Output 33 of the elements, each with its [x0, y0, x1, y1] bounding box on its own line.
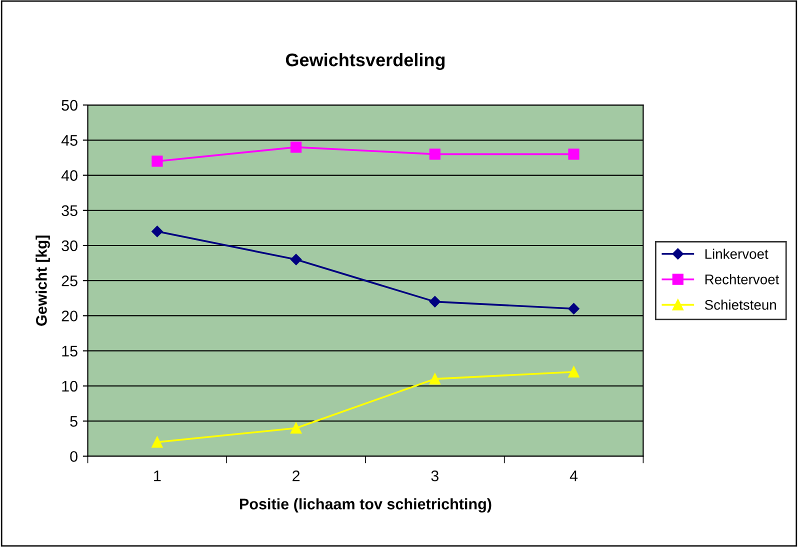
point: [568, 148, 580, 160]
point: [152, 156, 163, 167]
x-tick-label: 2: [292, 470, 300, 482]
point: [290, 422, 302, 434]
y-tick-label: 35: [62, 205, 78, 216]
x-tick-label: 3: [431, 470, 438, 482]
point: [568, 303, 580, 314]
y-tick-label: 30: [62, 240, 78, 252]
point: [429, 296, 441, 308]
point: [152, 436, 163, 448]
point: [290, 254, 302, 266]
chart-title: Gewichtsverdeling: [286, 53, 445, 70]
y-tick-label: 10: [62, 380, 78, 392]
x-axis-title: Positie (lichaam tov schietrichting): [240, 498, 492, 513]
point: [429, 373, 440, 384]
y-tick-label: 15: [62, 346, 78, 357]
point: [429, 148, 440, 160]
y-tick-label: 25: [62, 275, 78, 286]
y-axis-title: Gewicht [kg]: [36, 236, 50, 326]
legend-label: Rechtervoet: [705, 274, 780, 284]
point: [568, 366, 580, 378]
x-tick-label: 4: [570, 470, 578, 482]
point: [152, 226, 163, 238]
legend-label: Linkervoet: [705, 248, 768, 259]
y-tick-label: 50: [62, 100, 78, 111]
y-tick-label: 0: [70, 451, 78, 462]
legend-label: Schietsteun: [704, 300, 776, 310]
y-tick-label: 20: [62, 310, 78, 322]
y-tick-label: 5: [70, 416, 78, 427]
y-tick-label: 40: [61, 170, 78, 181]
y-tick-label: 45: [61, 135, 78, 146]
point: [290, 142, 302, 153]
x-tick-label: 1: [154, 470, 161, 482]
